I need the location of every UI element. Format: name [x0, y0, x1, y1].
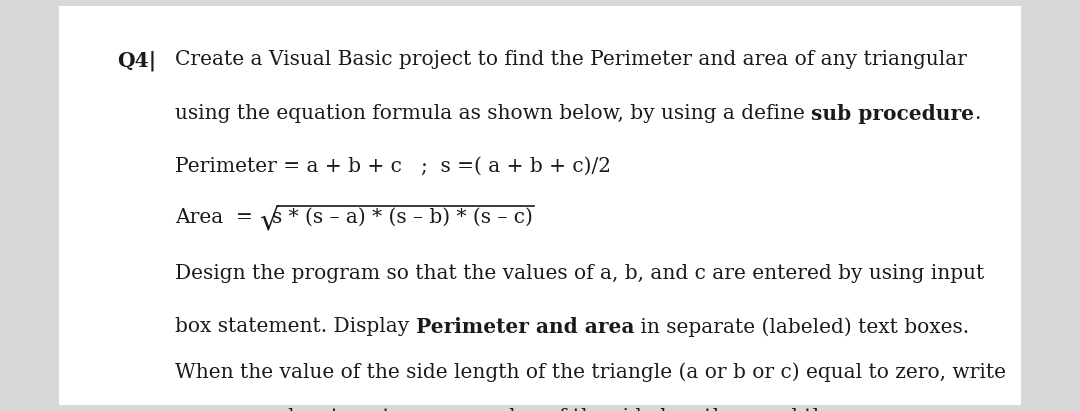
Text: Q4|: Q4|: [117, 50, 156, 71]
Text: Perimeter and area: Perimeter and area: [416, 317, 634, 337]
Text: √: √: [259, 208, 279, 236]
Text: box statement. Display: box statement. Display: [175, 317, 416, 336]
Text: Area  =: Area =: [175, 208, 259, 226]
Text: Create a Visual Basic project to find the Perimeter and area of any triangular: Create a Visual Basic project to find th…: [175, 50, 967, 69]
Text: in separate (labeled) text boxes.: in separate (labeled) text boxes.: [634, 317, 969, 337]
Text: s * (s – a) * (s – b) * (s – c): s * (s – a) * (s – b) * (s – c): [272, 208, 532, 226]
Text: When the value of the side length of the triangle (a or b or c) equal to zero, w: When the value of the side length of the…: [175, 363, 1005, 382]
Text: a message box to enter a new value of the side length or end the program.: a message box to enter a new value of th…: [175, 408, 939, 411]
Text: using the equation formula as shown below, by using a define: using the equation formula as shown belo…: [175, 104, 811, 122]
FancyBboxPatch shape: [59, 6, 1021, 405]
Text: sub procedure: sub procedure: [811, 104, 974, 124]
Text: Perimeter = a + b + c   ;  s =( a + b + c)/2: Perimeter = a + b + c ; s =( a + b + c)/…: [175, 157, 611, 176]
Text: .: .: [974, 104, 981, 122]
Text: Design the program so that the values of a, b, and c are entered by using input: Design the program so that the values of…: [175, 264, 984, 283]
